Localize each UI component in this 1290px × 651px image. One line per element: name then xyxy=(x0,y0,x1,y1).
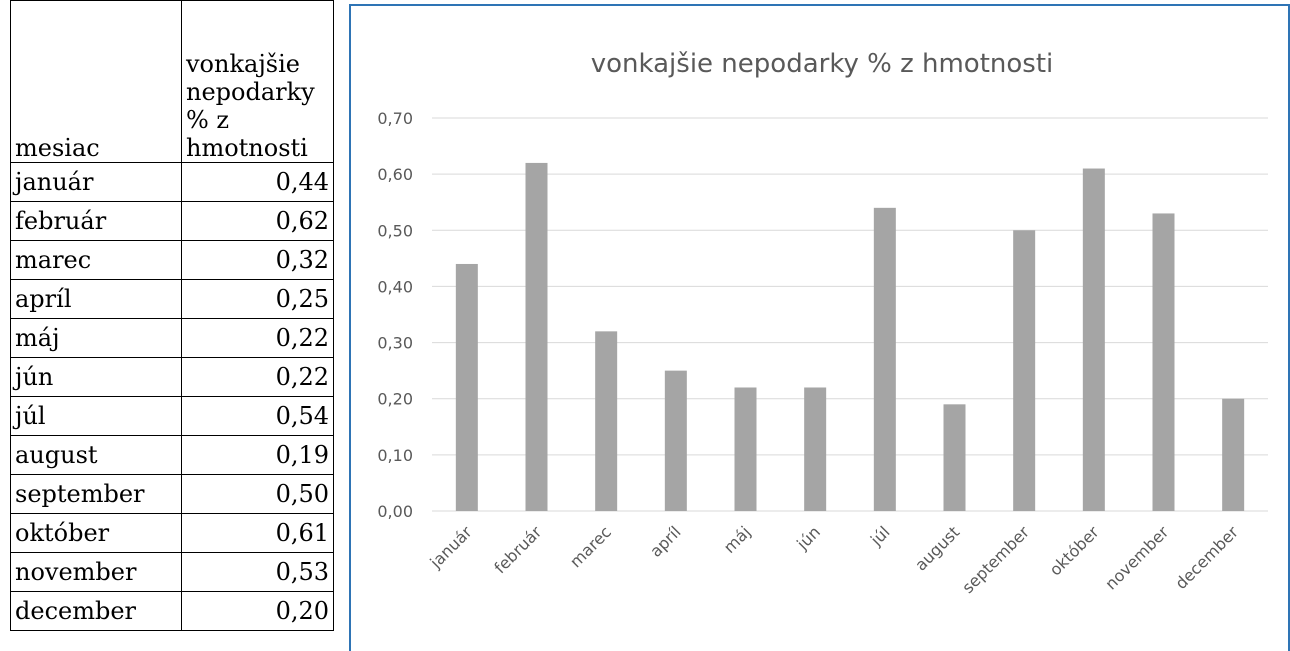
x-tick-label: máj xyxy=(720,522,755,557)
chart-border xyxy=(349,4,1290,651)
bar xyxy=(1082,168,1105,511)
bar xyxy=(455,263,478,511)
table-cell: máj xyxy=(10,318,182,358)
table-row: november 0,53 xyxy=(10,552,334,592)
table-cell: 0,22 xyxy=(181,357,334,397)
x-tick-label: november xyxy=(1101,522,1172,593)
x-tick-label: august xyxy=(911,522,963,574)
y-tick-label: 0,00 xyxy=(377,502,413,521)
table-row: september 0,50 xyxy=(10,474,334,514)
table-cell: marec xyxy=(10,240,182,280)
table-cell: vonkajšie nepodarky % z hmotnosti xyxy=(181,0,334,163)
table-row: júl 0,54 xyxy=(10,396,334,436)
table-cell: 0,25 xyxy=(181,279,334,319)
table-cell: 0,50 xyxy=(181,474,334,514)
bar xyxy=(873,207,896,512)
y-tick-label: 0,50 xyxy=(377,221,413,240)
y-tick-label: 0,20 xyxy=(377,390,413,409)
table-row: mesiac vonkajšie nepodarky % z hmotnosti xyxy=(10,0,334,163)
y-tick-label: 0,60 xyxy=(377,165,413,184)
x-tick-label: január xyxy=(426,522,476,572)
table-row: apríl 0,25 xyxy=(10,279,334,319)
table-row: február 0,62 xyxy=(10,201,334,241)
x-tick-label: apríl xyxy=(646,522,684,560)
bar xyxy=(595,331,618,511)
table-row: október 0,61 xyxy=(10,513,334,553)
table-cell: august xyxy=(10,435,182,475)
table-cell: 0,61 xyxy=(181,513,334,553)
y-tick-label: 0,30 xyxy=(377,334,413,353)
y-tick-label: 0,70 xyxy=(377,109,413,128)
data-table: mesiac vonkajšie nepodarky % z hmotnosti j… xyxy=(10,0,334,631)
x-tick-label: september xyxy=(958,522,1033,597)
table-cell: 0,54 xyxy=(181,396,334,436)
table-cell: mesiac xyxy=(10,0,182,163)
x-tick-label: marec xyxy=(566,522,615,571)
x-tick-label: jún xyxy=(792,522,824,554)
chart-title: vonkajšie nepodarky % z hmotnosti xyxy=(591,49,1054,79)
table-cell: október xyxy=(10,513,182,553)
x-tick-label: október xyxy=(1046,522,1103,579)
table-row: december 0,20 xyxy=(10,591,334,631)
table-cell: 0,20 xyxy=(181,591,334,631)
bar xyxy=(664,370,687,511)
table-row: marec 0,32 xyxy=(10,240,334,280)
table-cell: 0,53 xyxy=(181,552,334,592)
table-cell: 0,22 xyxy=(181,318,334,358)
table-cell: 0,19 xyxy=(181,435,334,475)
bar xyxy=(804,387,827,511)
y-tick-label: 0,40 xyxy=(377,277,413,296)
y-tick-label: 0,10 xyxy=(377,446,413,465)
table-row: jún 0,22 xyxy=(10,357,334,397)
table-cell: september xyxy=(10,474,182,514)
bar xyxy=(734,387,757,511)
bar xyxy=(943,404,966,511)
table-cell: december xyxy=(10,591,182,631)
bar xyxy=(525,162,548,511)
x-tick-label: december xyxy=(1171,522,1242,593)
bar xyxy=(1222,398,1245,511)
table-row: máj 0,22 xyxy=(10,318,334,358)
x-tick-label: február xyxy=(490,522,545,577)
table-cell: 0,62 xyxy=(181,201,334,241)
table-cell: apríl xyxy=(10,279,182,319)
bar xyxy=(1013,230,1036,512)
bar xyxy=(1152,213,1175,511)
table-row: august 0,19 xyxy=(10,435,334,475)
table-cell: 0,44 xyxy=(181,162,334,202)
x-tick-label: júl xyxy=(866,522,894,550)
